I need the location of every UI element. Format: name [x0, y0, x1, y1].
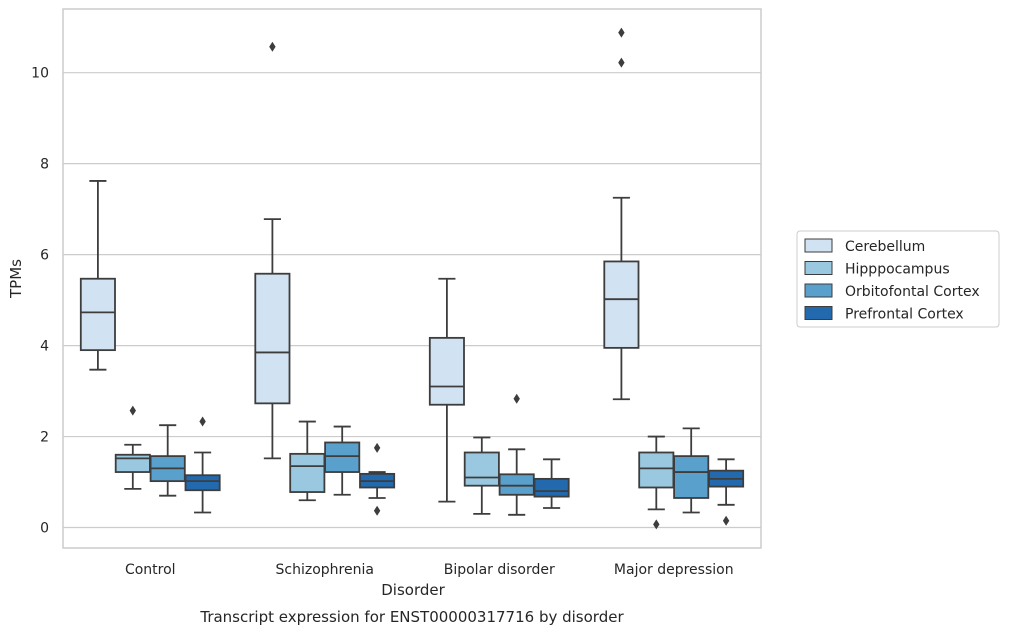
- box-1-2: [324, 425, 361, 496]
- box-iqr: [184, 474, 221, 492]
- y-tick-label: 4: [40, 339, 49, 355]
- outlier-point: [199, 416, 206, 427]
- box-2-2: [498, 393, 535, 516]
- outlier-point: [129, 405, 136, 416]
- box-1-0: [254, 41, 291, 460]
- gridlines: [63, 72, 761, 529]
- x-tick-label: Control: [125, 562, 176, 578]
- y-tick-label: 10: [31, 66, 49, 82]
- box-iqr: [428, 336, 465, 406]
- box-iqr: [533, 477, 570, 498]
- box-0-2: [149, 424, 186, 497]
- box-3-3: [708, 458, 745, 526]
- y-tick-label: 2: [40, 430, 49, 446]
- y-axis-title: TPMs: [7, 259, 25, 299]
- legend-frame: [796, 230, 1000, 328]
- x-axis-ticks: Control Schizophrenia Bipolar disorder Majo…: [125, 562, 734, 578]
- y-tick-label: 6: [40, 248, 49, 264]
- box-iqr: [114, 453, 151, 473]
- box-2-3: [533, 458, 570, 509]
- y-axis-ticks: 0 2 4 6 8 10: [31, 66, 49, 537]
- box-3-0: [603, 27, 640, 401]
- box-2-0: [428, 277, 465, 503]
- x-tick-label: Bipolar disorder: [444, 562, 555, 578]
- outlier-point: [653, 519, 660, 530]
- outlier-point: [373, 442, 381, 453]
- box-1-1: [289, 420, 326, 502]
- x-tick-label: Schizophrenia: [276, 562, 374, 578]
- box-iqr: [498, 473, 535, 496]
- outlier-point: [373, 505, 381, 516]
- legend-swatch: [804, 238, 833, 253]
- legend-swatch: [804, 283, 833, 298]
- box-3-2: [673, 427, 710, 514]
- box-iqr: [673, 455, 710, 499]
- x-axis-title: Disorder: [381, 581, 445, 599]
- legend-label: Hipppocampus: [845, 262, 950, 278]
- box-0-0: [79, 180, 116, 371]
- box-iqr: [289, 452, 326, 493]
- y-tick-label: 8: [40, 157, 49, 173]
- box-iqr: [638, 451, 675, 489]
- box-plot-groups: [79, 27, 745, 530]
- x-tick-label: Major depression: [614, 562, 734, 578]
- box-iqr: [254, 272, 291, 405]
- plot-frame: [62, 8, 762, 549]
- box-iqr: [324, 441, 361, 473]
- legend-label: Prefrontal Cortex: [845, 307, 964, 323]
- legend-swatch: [804, 261, 833, 275]
- legend-label: Orbitofontal Cortex: [845, 284, 980, 300]
- outlier-point: [618, 57, 625, 68]
- legend-swatch: [804, 306, 833, 320]
- legend-label: Cerebellum: [845, 239, 925, 255]
- chart-caption: Transcript expression for ENST0000031771…: [199, 608, 624, 626]
- box-iqr: [603, 260, 640, 349]
- outlier-point: [722, 515, 730, 526]
- box-1-3: [359, 442, 396, 516]
- box-0-1: [114, 405, 151, 490]
- box-2-1: [463, 436, 500, 515]
- box-0-3: [184, 416, 221, 514]
- outlier-point: [618, 27, 625, 38]
- outlier-point: [513, 393, 520, 404]
- outlier-point: [269, 41, 276, 52]
- box-iqr: [463, 451, 500, 487]
- box-iqr: [79, 277, 116, 352]
- legend: Cerebellum Hipppocampus Orbitofontal Corte…: [796, 230, 1000, 328]
- box-3-1: [638, 435, 675, 530]
- y-tick-label: 0: [40, 521, 49, 537]
